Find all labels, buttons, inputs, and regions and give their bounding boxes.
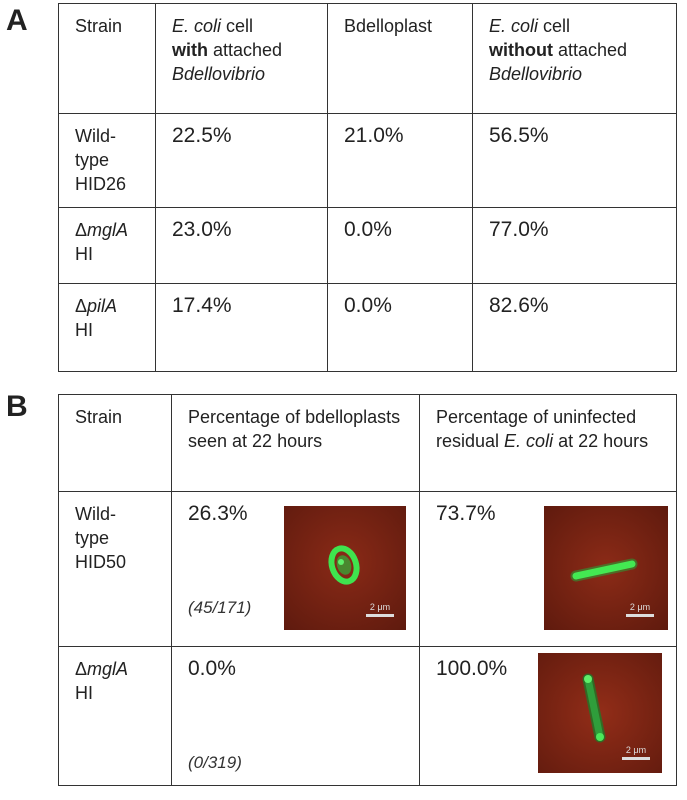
table-header-row: Strain E. coli cell with attached Bdello…	[58, 3, 677, 114]
value-cell: 23.0%	[155, 207, 328, 284]
micrograph-uninfected-ecoli: 2 μm	[544, 506, 668, 630]
header-pct-bdelloplasts: Percentage of bdelloplasts seen at 22 ho…	[171, 394, 420, 492]
strain-cell: ΔmglA HI	[58, 207, 156, 284]
panel-a-table: Strain E. coli cell with attached Bdello…	[58, 3, 677, 372]
strain-cell: Wild- type HID26	[58, 113, 156, 208]
value-cell: 56.5%	[472, 113, 677, 208]
strain-cell: ΔpilA HI	[58, 283, 156, 372]
table-row: ΔpilA HI 17.4% 0.0% 82.6%	[58, 283, 677, 372]
header-pct-uninfected: Percentage of uninfected residual E. col…	[419, 394, 677, 492]
count-fraction: (0/319)	[188, 753, 242, 772]
table-row: ΔmglA HI 0.0% (0/319) 100.0%	[58, 646, 677, 786]
uninfected-cell: 100.0% 2 μm	[419, 646, 677, 786]
value-cell: 82.6%	[472, 283, 677, 372]
value-cell: 22.5%	[155, 113, 328, 208]
uninfected-cell: 73.7% 2 μm	[419, 491, 677, 647]
table-row: ΔmglA HI 23.0% 0.0% 77.0%	[58, 207, 677, 284]
header-without-attached: E. coli cell without attached Bdellovibr…	[472, 3, 677, 114]
svg-text:2 μm: 2 μm	[630, 602, 650, 612]
panel-b-label: B	[6, 390, 28, 423]
count-fraction: (45/171)	[188, 598, 252, 617]
svg-text:2 μm: 2 μm	[626, 745, 646, 755]
bdelloplast-cell: 26.3% (45/171) 2 μm	[171, 491, 420, 647]
value-cell: 0.0%	[327, 283, 473, 372]
micrograph-bdelloplast: 2 μm	[284, 506, 406, 630]
svg-text:2 μm: 2 μm	[370, 602, 390, 612]
strain-cell: Wild- type HID50	[58, 491, 172, 647]
panel-b-table: Strain Percentage of bdelloplasts seen a…	[58, 394, 677, 786]
table-row: Wild- type HID50 26.3% (45/171)	[58, 491, 677, 647]
value-cell: 0.0%	[327, 207, 473, 284]
panel-a-label: A	[6, 4, 28, 37]
header-strain: Strain	[58, 394, 172, 492]
table-header-row: Strain Percentage of bdelloplasts seen a…	[58, 394, 677, 492]
value-cell: 21.0%	[327, 113, 473, 208]
header-bdelloplast: Bdelloplast	[327, 3, 473, 114]
table-row: Wild- type HID26 22.5% 21.0% 56.5%	[58, 113, 677, 208]
header-strain: Strain	[58, 3, 156, 114]
strain-cell: ΔmglA HI	[58, 646, 172, 786]
micrograph-mglA-ecoli: 2 μm	[538, 653, 662, 773]
header-with-attached: E. coli cell with attached Bdellovibrio	[155, 3, 328, 114]
value-cell: 77.0%	[472, 207, 677, 284]
bdelloplast-cell: 0.0% (0/319)	[171, 646, 420, 786]
value-cell: 17.4%	[155, 283, 328, 372]
